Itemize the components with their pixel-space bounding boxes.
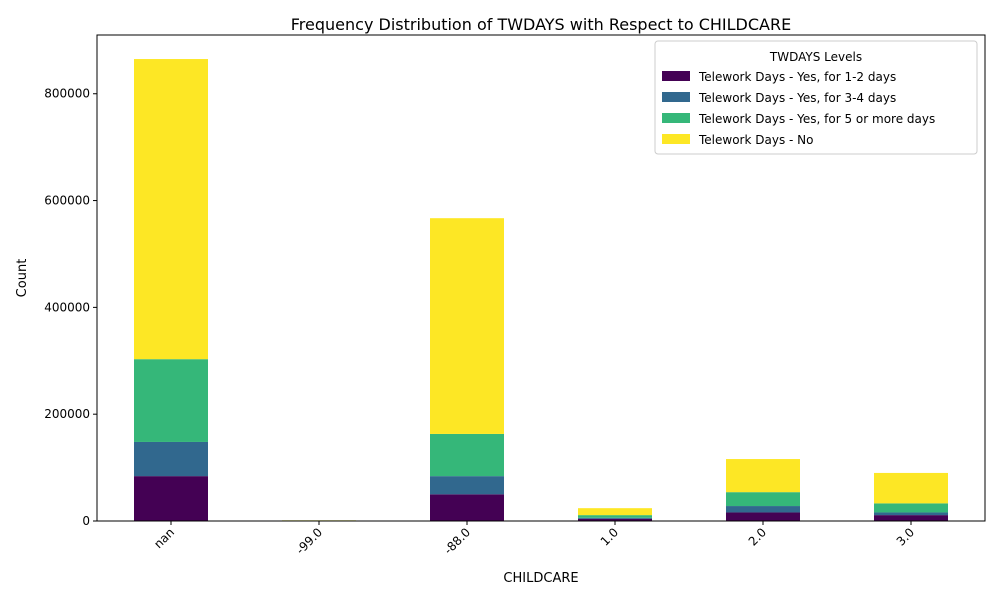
bar-3-2 — [430, 218, 504, 434]
bar-0-0 — [134, 476, 208, 521]
legend-label: Telework Days - Yes, for 3-4 days — [698, 91, 896, 105]
bar-2-0 — [134, 359, 208, 442]
bar-0-2 — [430, 494, 504, 521]
legend-label: Telework Days - No — [698, 133, 813, 147]
y-tick-label: 200000 — [44, 407, 90, 421]
y-tick-label: 600000 — [44, 194, 90, 208]
bar-1-5 — [874, 512, 948, 516]
bar-2-2 — [430, 433, 504, 477]
y-tick-label: 400000 — [44, 300, 90, 314]
x-tick-label: -88.0 — [441, 525, 473, 557]
bar-1-0 — [134, 441, 208, 477]
legend-swatch — [662, 71, 690, 81]
legend-swatch — [662, 113, 690, 123]
x-axis: nan -99.0 -88.0 1.0 2.0 3.0 — [151, 521, 917, 557]
bar-0-5 — [874, 515, 948, 521]
bar-0-3 — [578, 518, 652, 521]
bar-3-4 — [726, 459, 800, 493]
y-tick-label: 800000 — [44, 87, 90, 101]
legend-label: Telework Days - Yes, for 5 or more days — [698, 112, 935, 126]
bar-2-3 — [578, 515, 652, 518]
legend: TWDAYS Levels Telework Days - Yes, for 1-… — [654, 40, 978, 155]
chart-title: Frequency Distribution of TWDAYS with Re… — [291, 15, 791, 34]
legend-label: Telework Days - Yes, for 1-2 days — [698, 70, 896, 84]
x-tick-label: 3.0 — [894, 525, 917, 548]
bar-2-4 — [726, 492, 800, 507]
legend-title: TWDAYS Levels — [769, 50, 862, 64]
y-axis: 0 200000 400000 600000 800000 — [44, 87, 97, 528]
bar-1-3 — [578, 517, 652, 519]
x-tick-label: nan — [151, 525, 177, 551]
legend-box — [654, 40, 978, 155]
y-tick-label: 0 — [82, 514, 90, 528]
bar-0-4 — [726, 512, 800, 521]
bar-3-0 — [134, 59, 208, 360]
plot-frame — [96, 34, 986, 522]
bars — [134, 59, 948, 521]
x-tick-label: -99.0 — [293, 525, 325, 557]
legend-swatch — [662, 92, 690, 102]
bar-2-5 — [874, 503, 948, 513]
bar-1-2 — [430, 476, 504, 495]
x-tick-label: 2.0 — [746, 525, 769, 548]
bar-1-4 — [726, 506, 800, 513]
bar-3-5 — [874, 472, 948, 504]
y-axis-label: Count — [15, 259, 30, 298]
bar-3-3 — [578, 508, 652, 516]
x-tick-label: 1.0 — [598, 525, 621, 548]
x-axis-label: CHILDCARE — [503, 571, 578, 586]
legend-swatch — [662, 134, 690, 144]
